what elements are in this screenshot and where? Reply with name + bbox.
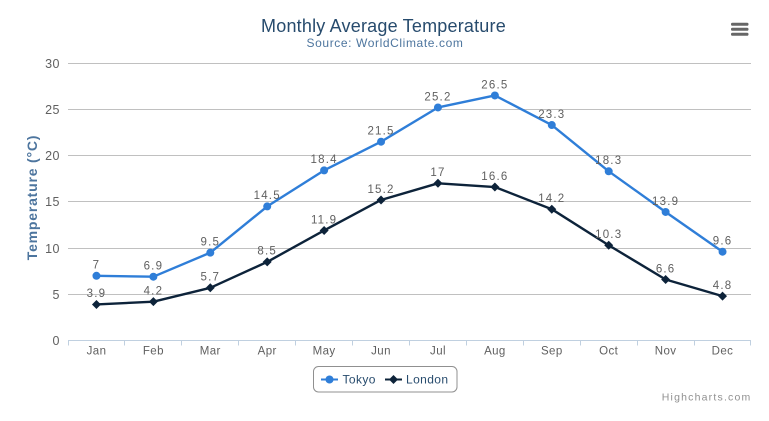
svg-text:5: 5 bbox=[53, 288, 60, 302]
svg-text:Jun: Jun bbox=[371, 345, 391, 357]
svg-text:4.8: 4.8 bbox=[713, 280, 733, 292]
svg-text:6.9: 6.9 bbox=[144, 261, 164, 273]
svg-text:Temperature (°C): Temperature (°C) bbox=[24, 135, 40, 261]
svg-text:Highcharts.com: Highcharts.com bbox=[662, 392, 752, 404]
svg-text:8.5: 8.5 bbox=[257, 246, 277, 258]
svg-text:7: 7 bbox=[93, 260, 101, 272]
svg-text:21.5: 21.5 bbox=[367, 126, 394, 138]
svg-text:Sep: Sep bbox=[541, 345, 563, 357]
svg-text:13.9: 13.9 bbox=[652, 196, 679, 208]
svg-text:16.6: 16.6 bbox=[481, 171, 508, 183]
svg-text:10.3: 10.3 bbox=[595, 229, 622, 241]
svg-text:Oct: Oct bbox=[599, 345, 618, 357]
svg-text:18.4: 18.4 bbox=[311, 154, 338, 166]
svg-text:15: 15 bbox=[45, 195, 60, 209]
svg-text:Feb: Feb bbox=[143, 345, 164, 357]
svg-text:26.5: 26.5 bbox=[481, 79, 508, 91]
svg-text:25.2: 25.2 bbox=[424, 91, 451, 103]
svg-text:15.2: 15.2 bbox=[367, 184, 394, 196]
svg-text:25: 25 bbox=[45, 103, 60, 117]
svg-text:Jul: Jul bbox=[430, 345, 446, 357]
svg-text:14.5: 14.5 bbox=[254, 190, 281, 202]
svg-text:23.3: 23.3 bbox=[538, 109, 565, 121]
svg-text:6.6: 6.6 bbox=[656, 263, 676, 275]
svg-text:Nov: Nov bbox=[655, 345, 677, 357]
svg-text:9.6: 9.6 bbox=[713, 236, 733, 248]
svg-text:Source: WorldClimate.com: Source: WorldClimate.com bbox=[307, 36, 464, 50]
svg-text:4.2: 4.2 bbox=[144, 285, 164, 297]
svg-text:Tokyo: Tokyo bbox=[343, 373, 376, 387]
svg-text:11.9: 11.9 bbox=[311, 214, 337, 226]
svg-text:30: 30 bbox=[45, 57, 60, 71]
svg-text:Aug: Aug bbox=[484, 345, 506, 357]
svg-text:London: London bbox=[406, 373, 448, 387]
svg-text:3.9: 3.9 bbox=[87, 288, 107, 300]
svg-text:Dec: Dec bbox=[712, 345, 734, 357]
svg-text:Jan: Jan bbox=[87, 345, 107, 357]
svg-text:18.3: 18.3 bbox=[595, 155, 622, 167]
svg-text:5.7: 5.7 bbox=[200, 272, 220, 284]
svg-text:May: May bbox=[313, 345, 336, 357]
svg-text:Monthly Average Temperature: Monthly Average Temperature bbox=[261, 16, 506, 36]
svg-text:17: 17 bbox=[430, 167, 445, 179]
svg-text:Mar: Mar bbox=[200, 345, 221, 357]
svg-text:Apr: Apr bbox=[258, 345, 277, 357]
svg-text:20: 20 bbox=[45, 149, 60, 163]
svg-text:14.2: 14.2 bbox=[538, 193, 565, 205]
svg-text:9.5: 9.5 bbox=[200, 236, 220, 248]
svg-text:10: 10 bbox=[45, 242, 60, 256]
svg-text:0: 0 bbox=[53, 334, 60, 348]
